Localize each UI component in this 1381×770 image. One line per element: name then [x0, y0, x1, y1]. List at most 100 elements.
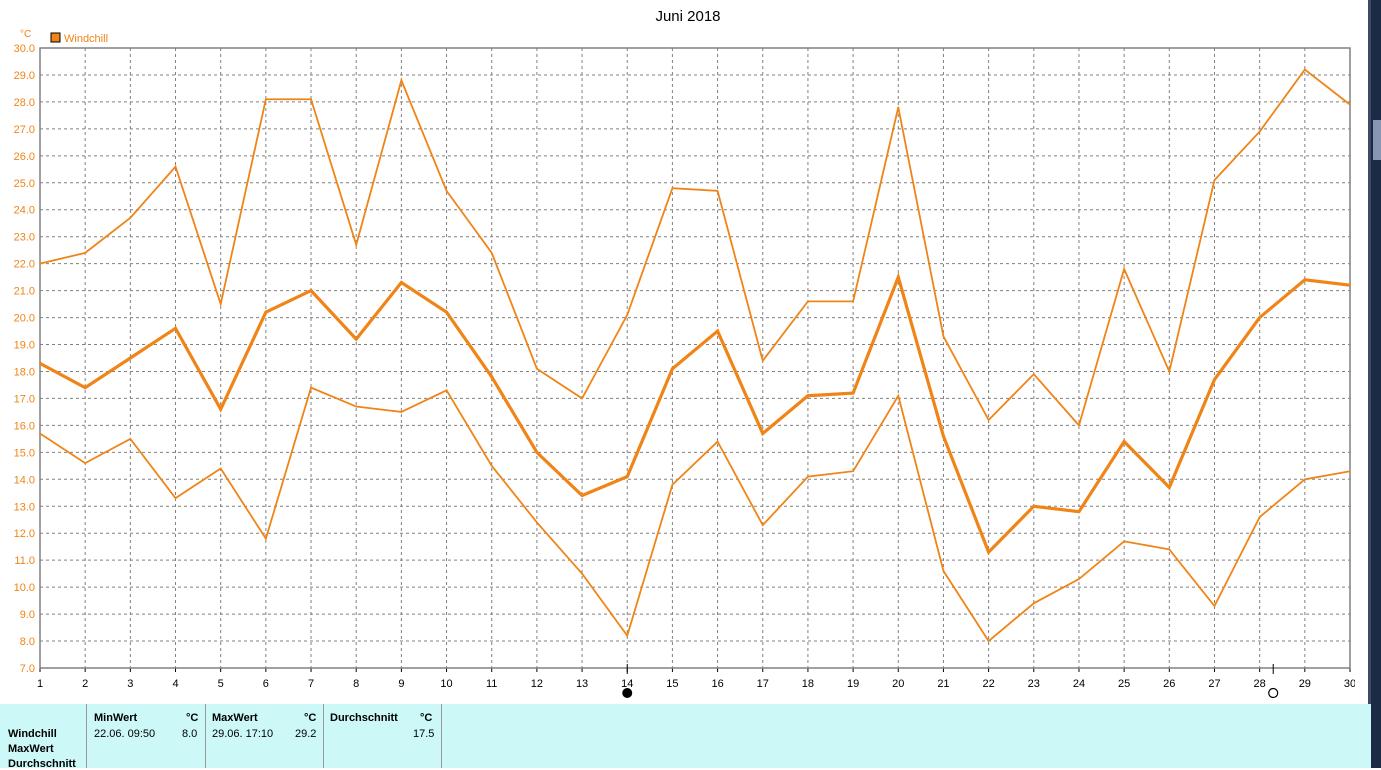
- x-tick-label: 22: [982, 678, 994, 690]
- data-point: [1123, 440, 1125, 443]
- y-tick-label: 16.0: [14, 420, 35, 432]
- x-tick-label: 5: [218, 678, 224, 690]
- y-tick-label: 20.0: [14, 313, 35, 325]
- data-point: [1349, 470, 1351, 473]
- stats-max-value: 29.2: [295, 728, 317, 740]
- data-point: [39, 362, 41, 365]
- stats-row-label-maxwert: MaxWert: [8, 743, 54, 755]
- data-point: [129, 357, 132, 359]
- data-point: [987, 551, 990, 553]
- data-point: [536, 521, 538, 524]
- x-tick-label: 26: [1163, 678, 1175, 690]
- data-point: [761, 359, 764, 362]
- data-point: [671, 483, 674, 486]
- stats-min-datetime: 22.06. 09:50: [94, 728, 156, 740]
- stats-min-header: MinWert: [94, 712, 138, 724]
- background-window-thumb: [1373, 120, 1381, 160]
- data-point: [807, 475, 809, 478]
- x-tick-label: 29: [1299, 678, 1311, 690]
- data-point: [1123, 540, 1125, 543]
- legend-swatch: [50, 32, 61, 43]
- data-point: [129, 438, 132, 440]
- data-point: [445, 190, 448, 192]
- x-tick-label: 15: [666, 678, 678, 690]
- data-point: [897, 106, 900, 109]
- data-point: [536, 367, 538, 370]
- x-tick-label: 9: [398, 678, 404, 690]
- data-point: [1168, 548, 1171, 551]
- data-point: [716, 190, 719, 192]
- data-point: [310, 386, 312, 389]
- data-point: [1123, 268, 1125, 270]
- data-point: [219, 303, 222, 305]
- x-tick-label: 1: [37, 678, 43, 690]
- data-point: [310, 98, 312, 101]
- y-tick-label: 10.0: [14, 582, 35, 594]
- y-tick-label: 29.0: [14, 70, 35, 82]
- data-point: [174, 165, 177, 168]
- x-tick-label: 20: [892, 678, 904, 690]
- stats-label-column: [0, 704, 87, 768]
- x-tick-label: 16: [711, 678, 723, 690]
- data-point: [671, 367, 674, 370]
- new-moon-icon: [622, 688, 633, 698]
- y-tick-label: 8.0: [20, 636, 35, 648]
- stats-max-unit: °C: [304, 712, 317, 724]
- data-point: [671, 187, 674, 189]
- stats-row-label-windchill: Windchill: [8, 728, 57, 740]
- x-tick-label: 24: [1073, 678, 1085, 690]
- data-point: [1349, 103, 1351, 106]
- data-point: [761, 432, 764, 435]
- x-tick-label: 28: [1254, 678, 1266, 690]
- data-point: [1078, 510, 1080, 513]
- data-point: [39, 262, 41, 265]
- data-point: [1258, 130, 1261, 133]
- data-point: [355, 243, 358, 246]
- data-point: [490, 465, 493, 467]
- data-point: [400, 411, 403, 413]
- y-tick-label: 28.0: [14, 97, 35, 109]
- background-window: [1371, 0, 1381, 768]
- data-point: [807, 394, 809, 397]
- y-tick-label: 13.0: [14, 501, 35, 513]
- y-tick-label: 25.0: [14, 178, 35, 190]
- data-point: [310, 289, 312, 292]
- y-tick-label: 30.0: [14, 43, 35, 55]
- data-point: [265, 537, 267, 540]
- y-tick-label: 7.0: [20, 663, 35, 675]
- x-tick-label: 11: [486, 678, 497, 690]
- legend-label: Windchill: [64, 33, 108, 45]
- data-point: [897, 394, 900, 397]
- data-point: [1304, 279, 1306, 281]
- stats-row-label-durchschnitt: Durchschnitt: [8, 758, 76, 770]
- data-point: [1168, 486, 1171, 489]
- data-point: [174, 497, 177, 499]
- data-point: [536, 451, 538, 454]
- data-point: [355, 405, 358, 408]
- x-tick-label: 30: [1344, 678, 1355, 690]
- y-tick-label: 18.0: [14, 366, 35, 378]
- data-point: [174, 327, 177, 330]
- stats-panel: Windchill MaxWert Durchschnitt MinWert °…: [0, 704, 1371, 770]
- chart: Juni 2018 °C Windchill 7.0 8.0 9.0 10.0 11.0…: [14, 8, 1355, 699]
- data-point: [807, 300, 809, 303]
- y-tick-label: 17.0: [14, 393, 35, 405]
- data-point: [355, 338, 358, 340]
- data-point: [897, 276, 900, 278]
- data-point: [129, 217, 132, 219]
- stats-min-unit: °C: [186, 712, 199, 724]
- data-point: [1032, 373, 1035, 375]
- data-point: [852, 300, 854, 303]
- x-tick-label: 4: [172, 678, 178, 690]
- data-point: [1032, 505, 1035, 508]
- series-line-1: [39, 68, 1351, 428]
- data-point: [400, 79, 403, 82]
- data-point: [761, 524, 764, 526]
- data-point: [219, 467, 222, 470]
- data-point: [852, 392, 854, 394]
- data-point: [265, 311, 267, 313]
- data-point: [581, 397, 583, 400]
- x-tick-label: 21: [937, 678, 949, 690]
- y-tick-label: 9.0: [20, 609, 35, 621]
- stats-max-column: MaxWert °C 29.06. 17:10 29.2: [206, 704, 324, 768]
